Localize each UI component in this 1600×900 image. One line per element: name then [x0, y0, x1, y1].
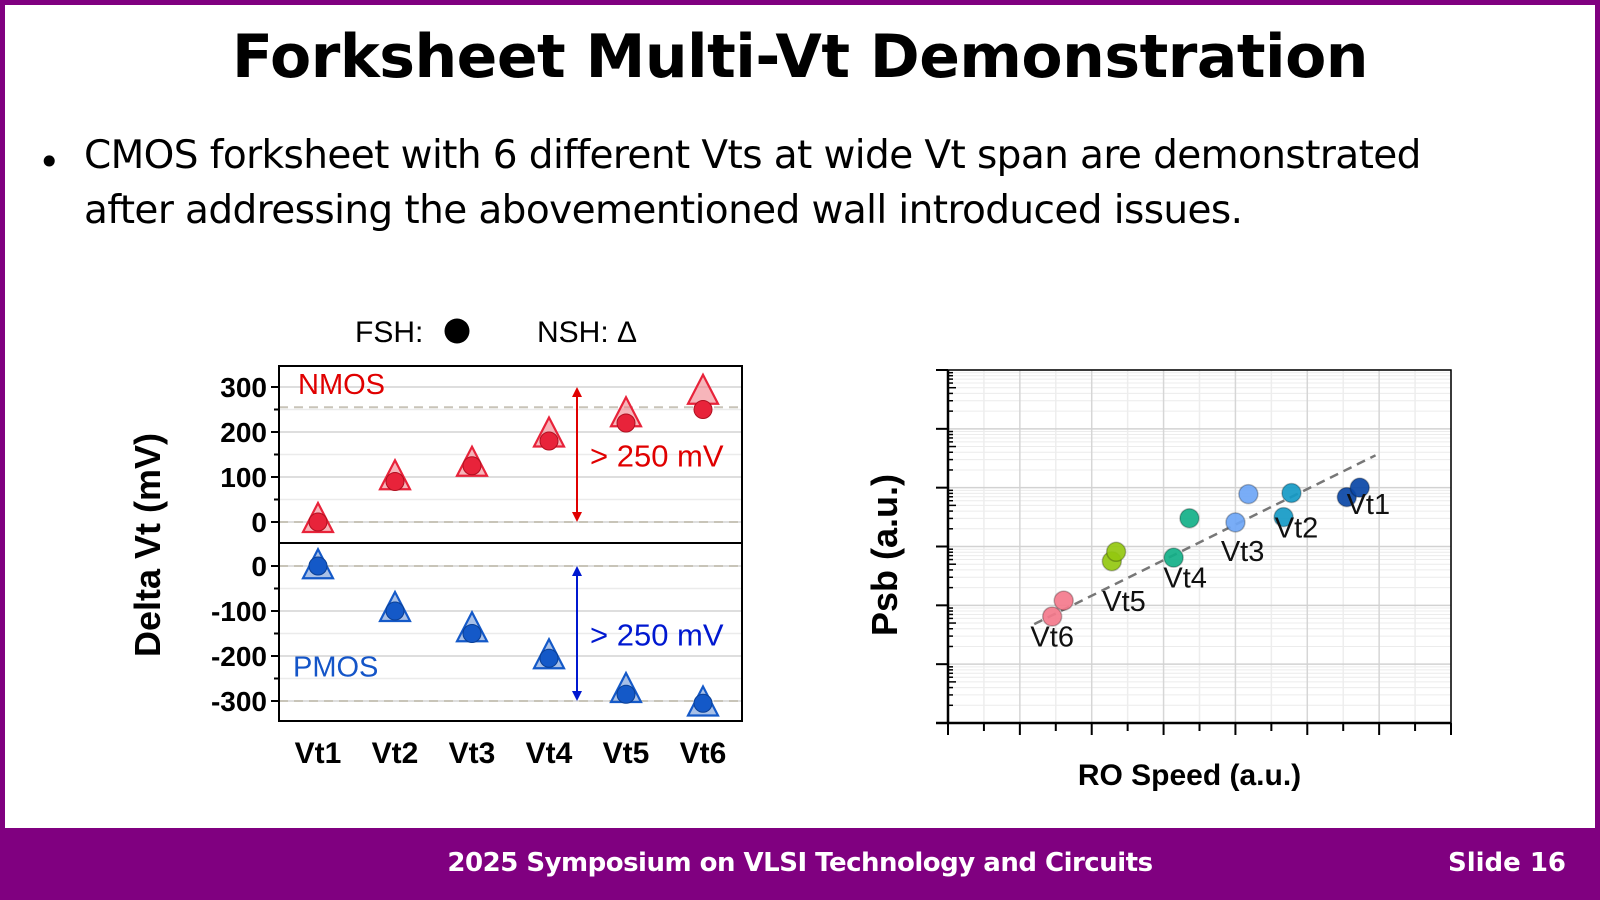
footer-bar: 2025 Symposium on VLSI Technology and Ci… [0, 828, 1600, 900]
y-tick-label: -200 [211, 641, 267, 672]
fsh-circle-vt5 [616, 413, 636, 433]
bullet-line-2: after addressing the abovementioned wall… [84, 188, 1243, 233]
point-vt6 [1053, 590, 1074, 611]
point-vt2 [1281, 482, 1302, 504]
legend-fsh-label: FSH: [355, 316, 423, 349]
fsh-circle-vt6 [693, 400, 713, 419]
x-tick-label-vt2: Vt2 [372, 737, 419, 770]
y-tick-label: 100 [220, 462, 267, 493]
point-vt2 [1273, 506, 1294, 528]
y-tick-label: 0 [251, 551, 267, 582]
arrow-head-down [572, 512, 582, 522]
arrow-head-up [572, 387, 582, 397]
group-label-vt3: Vt3 [1221, 536, 1265, 568]
point-vt1 [1349, 477, 1370, 498]
panel-nmos: 300 200 100 0 NMOS > 250 mV [220, 369, 742, 538]
y-axis-label: Delta Vt (mV) [127, 433, 168, 657]
slide-canvas [5, 5, 1595, 828]
x-tick-label-vt4: Vt4 [526, 737, 573, 770]
bullet-marker: • [38, 140, 61, 184]
legend-nsh-label: NSH: Δ [537, 316, 637, 349]
trend-line [1033, 454, 1377, 626]
bullet-text: CMOS forksheet with 6 different Vts at w… [84, 128, 1584, 238]
fsh-circle-vt4 [539, 648, 559, 668]
fsh-circle-vt3 [462, 456, 482, 476]
panel-label-nmos: NMOS [298, 369, 385, 401]
group-label-vt2: Vt2 [1275, 513, 1319, 545]
group-label-vt5: Vt5 [1102, 586, 1146, 618]
group-label-vt4: Vt4 [1163, 563, 1207, 595]
fsh-circle-vt2 [385, 472, 405, 491]
bullet-line-1: CMOS forksheet with 6 different Vts at w… [84, 133, 1421, 178]
fsh-circle-vt1 [308, 512, 328, 532]
group-label-vt1: Vt1 [1347, 489, 1391, 521]
panel-label-pmos: PMOS [293, 651, 378, 683]
point-vt5 [1105, 541, 1127, 563]
span-annotation: > 250 mV [590, 439, 724, 474]
fsh-circle-vt2 [385, 601, 405, 621]
span-annotation: > 250 mV [590, 618, 724, 653]
arrow-head-up [572, 566, 582, 576]
point-vt4 [1179, 508, 1200, 529]
x-tick-label-vt5: Vt5 [603, 737, 650, 770]
panel-pmos: 0 -100 -200 -300 PMOS > 250 mV [211, 546, 742, 717]
point-vt3 [1238, 483, 1259, 505]
fsh-circle-vt4 [539, 431, 559, 451]
x-axis-label: RO Speed (a.u.) [1078, 759, 1301, 792]
point-vt4 [1163, 547, 1184, 568]
y-axis-label: Psb (a.u.) [864, 474, 905, 636]
fsh-circle-vt1 [308, 556, 328, 576]
slide-title: Forksheet Multi-Vt Demonstration [231, 22, 1369, 92]
arrow-head-down [572, 691, 582, 701]
delta-vt-chart: FSH: NSH: Δ 300 200 100 0 NMOS > 250 mV 0 -100 -20… [127, 316, 743, 770]
point-vt6 [1041, 606, 1063, 627]
fsh-circle-vt3 [462, 624, 482, 643]
x-tick-label-vt1: Vt1 [295, 737, 342, 770]
footer-conference: 2025 Symposium on VLSI Technology and Ci… [447, 848, 1153, 878]
fsh-circle-vt5 [616, 684, 636, 704]
fsh-circle-vt6 [693, 693, 713, 713]
slide-number: Slide 16 [1447, 848, 1566, 878]
y-tick-label: 200 [220, 417, 267, 448]
y-tick-label: 0 [251, 507, 267, 538]
y-tick-label: -300 [211, 686, 267, 717]
group-label-vt6: Vt6 [1030, 622, 1074, 654]
legend-fsh-marker [444, 318, 470, 344]
point-vt3 [1225, 512, 1246, 533]
psb-ro-chart: Vt6 Vt5 Vt4 Vt3 Vt2 Vt1 RO Speed (a.u.) Psb (a.… [864, 369, 1452, 792]
y-tick-label: -100 [211, 596, 267, 627]
x-tick-label-vt3: Vt3 [449, 737, 496, 770]
x-tick-label-vt6: Vt6 [680, 737, 727, 770]
y-tick-label: 300 [220, 372, 267, 403]
nsh-triangle-vt6 [686, 372, 720, 405]
